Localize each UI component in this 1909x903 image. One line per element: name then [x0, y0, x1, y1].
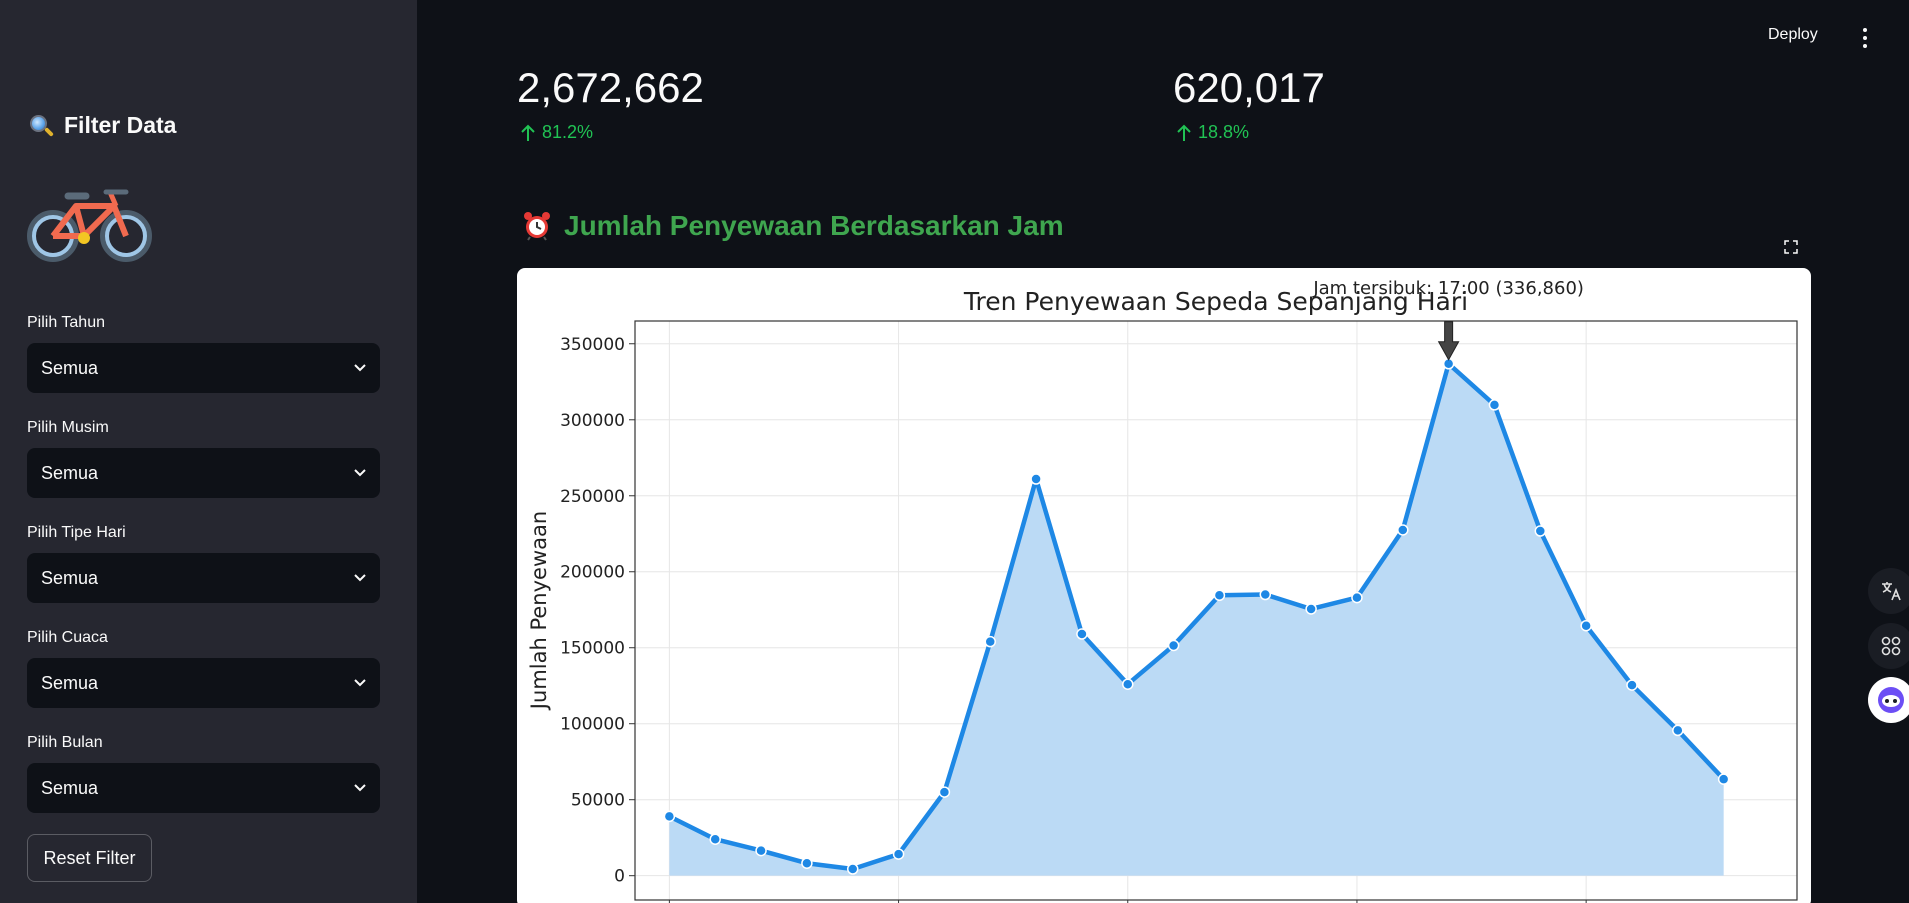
chevron-down-icon — [354, 679, 366, 687]
data-point — [1076, 628, 1088, 640]
apps-icon — [1881, 636, 1901, 656]
filter-year: Pilih Tahun Semua — [27, 314, 380, 393]
filter-weather-label: Pilih Cuaca — [27, 629, 108, 646]
data-point — [1213, 589, 1226, 602]
filter-month-value: Semua — [41, 777, 99, 798]
translate-tool-button[interactable] — [1868, 568, 1909, 614]
filter-season: Pilih Musim Semua — [27, 419, 380, 498]
filter-month-select[interactable]: Semua — [27, 763, 380, 813]
y-tick-label: 250000 — [560, 487, 625, 507]
annotation-label: Jam tersibuk: 17:00 (336,860) — [1312, 278, 1584, 299]
fullscreen-icon[interactable] — [1784, 240, 1798, 254]
filter-day-type-label: Pilih Tipe Hari — [27, 524, 126, 541]
y-tick-label: 0 — [614, 867, 625, 887]
filter-day-type: Pilih Tipe Hari Semua — [27, 524, 380, 603]
y-tick-label: 150000 — [560, 639, 625, 659]
data-point — [938, 786, 951, 798]
data-point — [709, 833, 721, 845]
series-line — [668, 361, 1726, 872]
assistant-bot-icon — [1878, 687, 1904, 713]
filter-year-value: Semua — [41, 357, 99, 378]
sidebar-title: Filter Data — [28, 112, 176, 139]
data-point — [1397, 524, 1409, 536]
metric-value: 620,017 — [1173, 64, 1325, 111]
filter-day-type-select[interactable]: Semua — [27, 553, 380, 603]
arrow-up-icon — [1177, 124, 1191, 141]
metric-value: 2,672,662 — [517, 64, 704, 111]
filter-season-label: Pilih Musim — [27, 419, 109, 436]
chevron-down-icon — [354, 784, 366, 792]
metric-delta: 81.2% — [520, 122, 593, 143]
data-point — [1534, 525, 1547, 537]
bicycle-icon — [27, 189, 152, 262]
filter-weather-value: Semua — [41, 672, 99, 693]
chart-title: Tren Penyewaan Sepeda Sepanjang Hari — [963, 287, 1468, 316]
filter-day-type-value: Semua — [41, 567, 99, 588]
filter-month-label: Pilih Bulan — [27, 734, 103, 751]
filter-season-value: Semua — [41, 462, 99, 483]
section-title: Jumlah Penyewaan Berdasarkan Jam — [522, 210, 1064, 242]
y-axis-label: Jumlah Penyewaan — [527, 511, 551, 711]
data-point — [1122, 678, 1134, 690]
data-point — [1305, 603, 1317, 615]
data-point — [1030, 473, 1042, 485]
plot-frame — [634, 320, 1798, 901]
data-point — [1167, 639, 1180, 652]
reset-filter-button[interactable]: Reset Filter — [27, 834, 152, 882]
y-tick-label: 50000 — [571, 791, 625, 811]
y-tick-label: 350000 — [560, 335, 625, 355]
translate-icon — [1882, 582, 1901, 601]
data-point — [1626, 679, 1638, 691]
magnifying-glass-icon — [28, 113, 54, 139]
data-point — [846, 863, 859, 875]
filter-year-label: Pilih Tahun — [27, 314, 105, 331]
data-point — [1717, 773, 1730, 785]
filter-weather-select[interactable]: Semua — [27, 658, 380, 708]
filter-month: Pilih Bulan Semua — [27, 734, 380, 813]
annotation-arrow — [1437, 321, 1460, 361]
chevron-down-icon — [354, 469, 366, 477]
chart-card: 0 50000 100000 150000 200000 250000 300000 3500… — [517, 268, 1811, 903]
chevron-down-icon — [354, 364, 366, 372]
data-point — [984, 635, 996, 648]
assistant-tool-button[interactable] — [1868, 677, 1909, 723]
data-point — [663, 810, 676, 823]
data-point — [892, 848, 905, 860]
data-point — [755, 844, 767, 857]
chevron-down-icon — [354, 574, 366, 582]
filter-year-select[interactable]: Semua — [27, 343, 380, 393]
hourly-rentals-chart: 0 50000 100000 150000 200000 250000 300000 3500… — [527, 278, 1798, 903]
deploy-button[interactable]: Deploy — [1768, 26, 1818, 43]
y-tick-label: 100000 — [560, 715, 625, 735]
data-point — [1351, 591, 1363, 604]
metric-delta-text: 81.2% — [542, 122, 594, 142]
y-tick-label: 300000 — [560, 411, 625, 431]
data-point — [1259, 588, 1272, 601]
filter-weather: Pilih Cuaca Semua — [27, 629, 380, 708]
alarm-clock-icon — [524, 212, 550, 241]
apps-tool-button[interactable] — [1868, 623, 1909, 669]
data-point — [1672, 724, 1684, 737]
data-point — [1580, 619, 1592, 632]
section-title-text: Jumlah Penyewaan Berdasarkan Jam — [564, 210, 1064, 241]
area-fill — [669, 363, 1724, 876]
arrow-up-icon — [521, 124, 535, 141]
metric-delta-text: 18.8% — [1198, 122, 1250, 142]
data-point — [1488, 399, 1501, 411]
data-point — [801, 857, 813, 869]
metric-delta: 18.8% — [1176, 122, 1249, 143]
sidebar-title-text: Filter Data — [64, 112, 177, 138]
sidebar: Filter Data Pilih Tahun Semua Pilih Musi… — [0, 0, 417, 903]
more-menu-icon[interactable] — [1862, 28, 1868, 48]
filter-season-select[interactable]: Semua — [27, 448, 380, 498]
y-tick-label: 200000 — [560, 563, 625, 583]
